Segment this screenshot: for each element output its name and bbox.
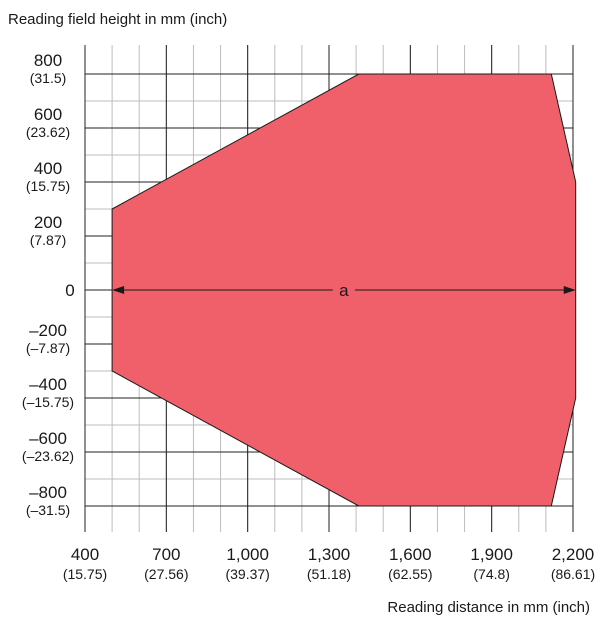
arrowhead-right-icon (563, 286, 576, 294)
x-tick-label: 400 (71, 545, 99, 564)
y-tick-sublabel: (31.5) (30, 70, 67, 86)
x-tick-label: 700 (152, 545, 180, 564)
reading-field-area (111, 73, 577, 507)
y-tick-label: 0 (65, 281, 74, 300)
distance-annotation: a (112, 281, 576, 300)
reading-field-polygon (111, 73, 577, 507)
axis-ticks: 400(15.75)700(27.56)1,000(39.37)1,300(51… (22, 51, 595, 582)
x-tick-sublabel: (86.61) (551, 566, 595, 582)
y-axis-title: Reading field height in mm (inch) (8, 11, 227, 28)
y-tick-sublabel: (15.75) (26, 178, 70, 194)
y-tick-label: 400 (34, 159, 62, 178)
x-tick-sublabel: (74.8) (473, 566, 510, 582)
y-tick-label: –200 (29, 321, 67, 340)
y-tick-sublabel: (–15.75) (22, 394, 74, 410)
y-tick-sublabel: (–31.5) (26, 502, 70, 518)
y-tick-sublabel: (–23.62) (22, 448, 74, 464)
y-tick-sublabel: (7.87) (30, 232, 67, 248)
y-tick-label: –800 (29, 483, 67, 502)
y-tick-label: –600 (29, 429, 67, 448)
x-tick-sublabel: (15.75) (63, 566, 107, 582)
x-tick-label: 1,900 (470, 545, 513, 564)
x-tick-sublabel: (27.56) (144, 566, 188, 582)
x-tick-label: 2,200 (552, 545, 595, 564)
y-tick-label: –400 (29, 375, 67, 394)
y-tick-label: 800 (34, 51, 62, 70)
x-axis-title: Reading distance in mm (inch) (387, 599, 590, 616)
arrowhead-left-icon (112, 286, 125, 294)
x-tick-sublabel: (39.37) (225, 566, 269, 582)
x-tick-sublabel: (51.18) (307, 566, 351, 582)
y-tick-sublabel: (–7.87) (26, 340, 70, 356)
x-tick-label: 1,600 (389, 545, 432, 564)
y-tick-label: 600 (34, 105, 62, 124)
y-tick-sublabel: (23.62) (26, 124, 70, 140)
x-tick-sublabel: (62.55) (388, 566, 432, 582)
annotation-label: a (339, 281, 349, 300)
x-tick-label: 1,300 (308, 545, 351, 564)
y-tick-label: 200 (34, 213, 62, 232)
x-tick-label: 1,000 (226, 545, 269, 564)
